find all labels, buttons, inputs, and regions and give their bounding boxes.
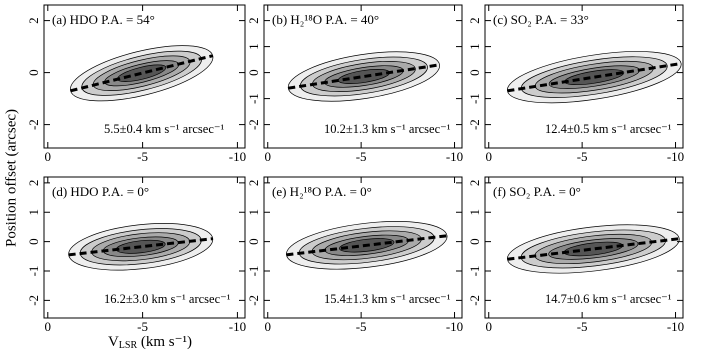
emission (507, 224, 680, 274)
y-tick-label: 1 (246, 209, 261, 216)
panel-frame (43, 4, 246, 149)
y-tick-label: 0 (246, 238, 261, 245)
y-tick-label: 2 (467, 180, 482, 187)
y-tick-label: 1 (467, 43, 482, 50)
fit-annotation: 15.4±1.3 km s⁻¹ arcsec⁻¹ (324, 292, 451, 306)
y-tick-label: 2 (246, 180, 261, 187)
panel-title: (d) HDO P.A. = 0° (52, 184, 149, 199)
y-tick-label: 0 (467, 238, 482, 245)
x-tick-label: -5 (137, 319, 148, 334)
panel-title: (f) SO₂ P.A. = 0° (493, 184, 581, 199)
y-tick-label: -2 (467, 119, 482, 130)
x-tick-label: -10 (446, 149, 463, 164)
y-tick-label: -1 (246, 266, 261, 277)
panel-title: (c) SO₂ P.A. = 33° (493, 12, 589, 27)
y-tick-label: -2 (26, 119, 41, 130)
y-tick-label: -1 (467, 266, 482, 277)
y-tick-label: 2 (467, 17, 482, 24)
x-tick-label: -10 (229, 319, 246, 334)
y-tick-label: -1 (246, 93, 261, 104)
y-tick-label: -2 (26, 295, 41, 306)
y-tick-label: -2 (246, 119, 261, 130)
y-tick-label: 0 (26, 69, 41, 76)
x-label-sub: LSR (119, 340, 138, 351)
x-label-rest: (km s⁻¹) (137, 334, 192, 350)
fit-line (507, 237, 680, 261)
x-tick-label: -5 (356, 319, 367, 334)
x-tick-label: -5 (137, 149, 148, 164)
panel-frame (263, 4, 463, 149)
emission (287, 51, 441, 102)
x-tick-label: -10 (667, 319, 684, 334)
fit-line (70, 54, 214, 93)
x-tick-label: -10 (667, 149, 684, 164)
y-tick-label: 1 (246, 43, 261, 50)
panel-title: (e) H₂¹⁸O P.A. = 0° (272, 184, 372, 199)
x-tick-label: 0 (485, 149, 492, 164)
x-tick-label: 0 (45, 319, 52, 334)
y-tick-label: -2 (467, 295, 482, 306)
y-tick-label: -1 (467, 93, 482, 104)
x-label-main: V (108, 334, 119, 350)
y-tick-label: -1 (26, 266, 41, 277)
fit-line (507, 62, 682, 93)
x-tick-label: 0 (264, 149, 271, 164)
y-tick-label: 2 (246, 17, 261, 24)
fit-annotation: 14.7±0.6 km s⁻¹ arcsec⁻¹ (545, 292, 672, 306)
panel-frame (484, 176, 684, 319)
x-tick-label: -5 (577, 319, 588, 334)
panel-frame (43, 176, 246, 319)
emission (70, 45, 214, 102)
fit-annotation: 12.4±0.5 km s⁻¹ arcsec⁻¹ (545, 122, 672, 136)
fit-annotation: 10.2±1.3 km s⁻¹ arcsec⁻¹ (324, 122, 451, 136)
x-tick-label: -10 (229, 149, 246, 164)
x-tick-label: -10 (446, 319, 463, 334)
y-tick-label: 2 (26, 180, 41, 187)
x-tick-label: 0 (485, 319, 492, 334)
y-tick-label: 1 (26, 209, 41, 216)
fit-line (288, 63, 440, 90)
x-tick-label: -5 (356, 149, 367, 164)
panel-frame (484, 4, 684, 149)
y-tick-label: -2 (246, 295, 261, 306)
y-tick-label: 0 (246, 69, 261, 76)
y-axis-label: Position offset (arcsec) (3, 109, 19, 247)
panel-frame (263, 176, 463, 319)
y-tick-label: 2 (26, 17, 41, 24)
panel-title: (b) H₂¹⁸O P.A. = 40° (272, 12, 379, 27)
fit-line (286, 234, 448, 257)
panel-title: (a) HDO P.A. = 54° (52, 12, 155, 27)
y-tick-label: 1 (467, 209, 482, 216)
x-tick-label: -5 (577, 149, 588, 164)
x-tick-label: 0 (264, 319, 271, 334)
y-tick-label: 0 (26, 238, 41, 245)
fit-line (68, 237, 213, 257)
fit-annotation: 16.2±3.0 km s⁻¹ arcsec⁻¹ (104, 292, 231, 306)
y-tick-label: 0 (467, 69, 482, 76)
x-tick-label: 0 (45, 149, 52, 164)
fit-annotation: 5.5±0.4 km s⁻¹ arcsec⁻¹ (104, 122, 224, 136)
emission (506, 51, 682, 104)
x-axis-label: VLSR (km s⁻¹) (108, 334, 192, 351)
